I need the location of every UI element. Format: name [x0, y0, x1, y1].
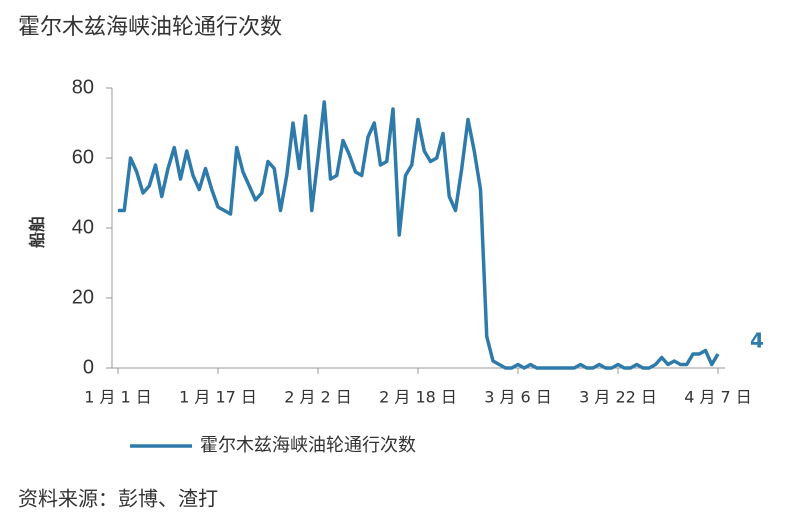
y-tick-label: 0 [83, 356, 94, 378]
x-tick-label: 3 月 22 日 [579, 388, 657, 407]
y-tick-label: 20 [72, 286, 94, 308]
y-tick-label: 40 [72, 216, 94, 238]
source: 资料来源：彭博、渣打 [18, 487, 218, 511]
chart-title: 霍尔木兹海峡油轮通行次数 [18, 15, 282, 40]
x-tick-label: 3 月 6 日 [484, 388, 552, 407]
line-series [118, 100, 720, 370]
data-label: 4 [750, 329, 764, 353]
x-tick-label: 2 月 18 日 [379, 388, 457, 407]
x-tick-label: 2 月 2 日 [284, 388, 352, 407]
legend-label: 霍尔木兹海峡油轮通行次数 [200, 435, 416, 456]
x-tick-label: 4 月 7 日 [684, 388, 752, 407]
y-axis-label: 船舶 [28, 216, 47, 248]
y-tick-label: 60 [72, 146, 94, 168]
x-tick-label: 1 月 1 日 [84, 388, 152, 407]
y-tick-label: 80 [72, 76, 94, 98]
x-tick-label: 1 月 17 日 [179, 388, 257, 407]
